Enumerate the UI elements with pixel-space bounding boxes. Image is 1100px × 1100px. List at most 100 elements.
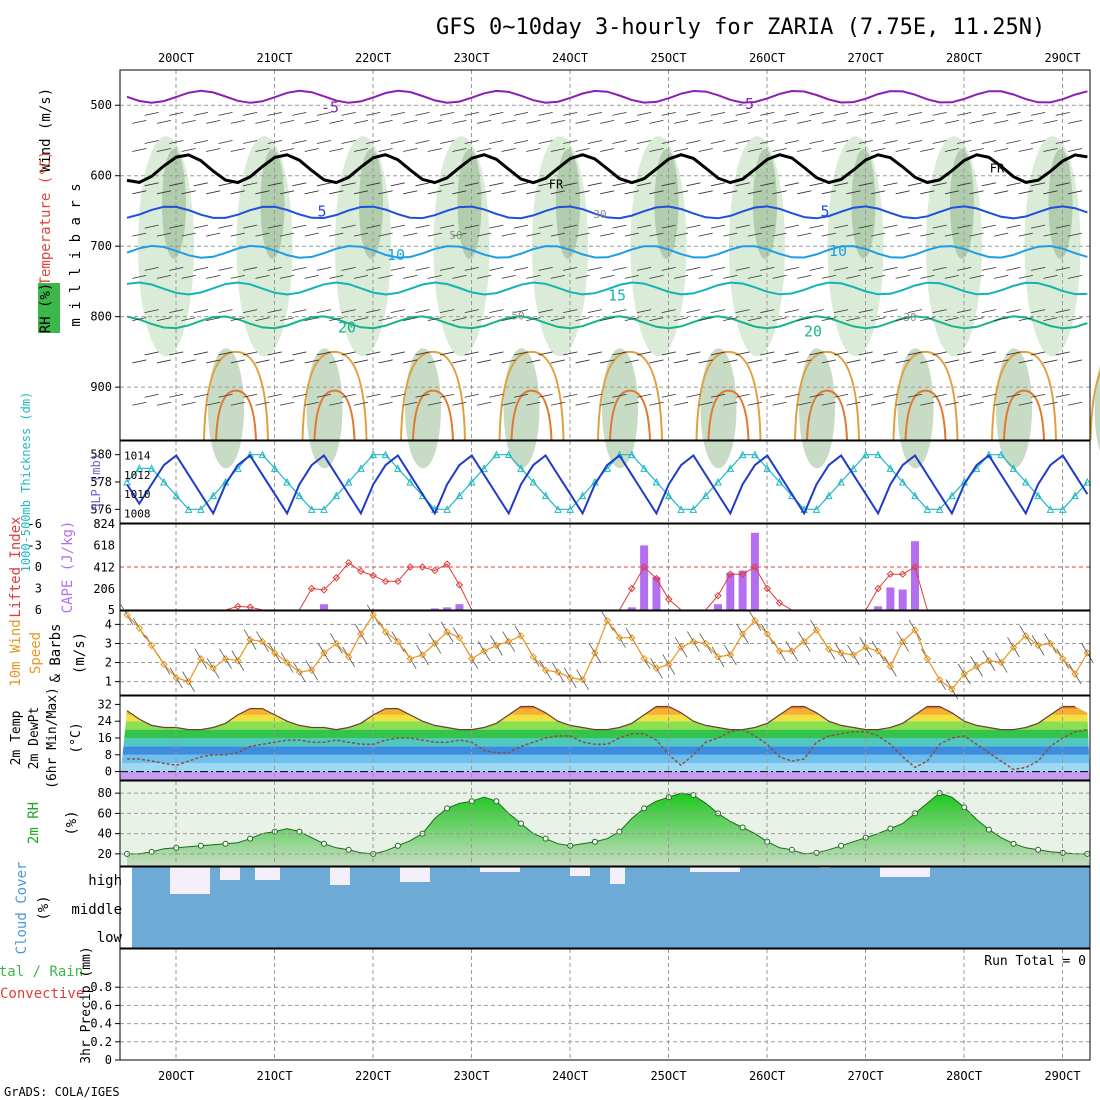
wind-barb xyxy=(637,351,652,356)
time-label-bottom-21OCT: 21OCT xyxy=(256,1069,292,1083)
wind-barb xyxy=(206,148,221,152)
wind-speed-marker xyxy=(701,639,710,648)
wind-barb xyxy=(637,182,652,187)
wind-barb xyxy=(858,182,873,187)
wind-barb xyxy=(735,309,750,314)
rh-contour-label-50: 50 xyxy=(449,229,462,242)
cloud-clear-patch xyxy=(220,867,240,880)
slp-line xyxy=(126,454,1089,516)
temperature-band xyxy=(120,729,1090,738)
wind-barb xyxy=(821,232,836,237)
wind-barb xyxy=(279,148,295,152)
wind-barb xyxy=(969,317,984,322)
wind-barb xyxy=(624,232,639,237)
wind-barb xyxy=(661,309,676,314)
cape-bar xyxy=(898,589,907,610)
wind-barb xyxy=(870,274,886,279)
wind-barb xyxy=(981,309,996,314)
rh-shade xyxy=(602,348,638,469)
wind-barb xyxy=(870,148,886,152)
rh-marker xyxy=(690,792,697,799)
wind-barb xyxy=(1055,111,1070,116)
wind-barb xyxy=(686,309,701,314)
wind-barb xyxy=(193,351,208,356)
wind-barb xyxy=(243,140,258,144)
wind-barb xyxy=(476,190,492,195)
cape-bar xyxy=(455,604,464,610)
wind-barb xyxy=(1055,140,1070,144)
wind-speed-marker xyxy=(332,639,341,648)
thickness-marker xyxy=(837,477,845,486)
temperature-contour-25 xyxy=(400,350,466,441)
wind-barb xyxy=(932,140,947,144)
wind-barb xyxy=(415,266,430,271)
wind-barb xyxy=(132,274,147,279)
wind-barb xyxy=(747,190,763,195)
wind-barb xyxy=(944,359,960,364)
time-axis-top: 20OCT 21OCT 22OCT 23OCT 24OCT 25OCT 26OCT 27OCT… xyxy=(158,51,1081,65)
time-label-top-25OCT: 25OCT xyxy=(650,51,686,65)
wind-barb xyxy=(489,111,504,116)
rh-shade xyxy=(799,348,835,469)
wind-barb xyxy=(809,182,824,187)
cloud-clear-patch xyxy=(400,867,430,882)
wind-barb xyxy=(563,266,578,271)
wind-barb xyxy=(981,393,996,398)
wind-barb xyxy=(550,401,566,406)
wind-barb xyxy=(378,119,393,124)
wind-barb xyxy=(686,224,701,229)
wind-barb xyxy=(907,182,923,187)
wind-barb xyxy=(772,274,787,279)
cape-bar xyxy=(911,541,919,610)
wind-barb xyxy=(1031,140,1046,144)
wind-barb xyxy=(329,317,344,322)
wind-barb xyxy=(243,351,258,356)
wind-barb xyxy=(723,317,738,322)
wind-barb xyxy=(513,182,529,187)
wind-speed-marker xyxy=(1046,639,1055,648)
slp-tick-1012: 1012 xyxy=(124,469,151,482)
wind-barb xyxy=(415,182,430,187)
wind-barb xyxy=(920,119,935,124)
wind-barb xyxy=(834,393,849,398)
upper-tick-500: 500 xyxy=(90,98,112,112)
wind-barb xyxy=(316,351,332,356)
wind-barb xyxy=(304,401,319,406)
wind-barb xyxy=(156,401,172,406)
wind-barb xyxy=(575,190,590,195)
wind-barb xyxy=(809,224,824,229)
wind-barb xyxy=(501,232,516,237)
wind-barb xyxy=(760,140,775,144)
wind-barb xyxy=(440,309,455,314)
wind-barb xyxy=(1031,266,1046,271)
thickness-tick-578: 578 xyxy=(90,475,112,489)
freezing-level-label: FR xyxy=(990,162,1005,176)
wind-barb xyxy=(353,317,369,322)
wind-barb xyxy=(895,148,910,152)
wind-barb xyxy=(907,266,923,271)
wind-barb xyxy=(206,359,221,364)
wind-barb xyxy=(193,309,208,314)
wind-barb xyxy=(1018,190,1033,195)
rh-marker xyxy=(197,842,204,849)
wind-barb xyxy=(415,393,430,398)
wind-barb xyxy=(218,182,233,187)
wind-barb xyxy=(526,359,541,364)
wind-barb xyxy=(427,401,442,406)
wind-barb xyxy=(452,401,467,406)
wind-barb xyxy=(895,232,910,237)
wind-barb xyxy=(600,317,615,322)
thickness-marker xyxy=(714,477,722,486)
wind-barb xyxy=(895,317,910,322)
wind-barb xyxy=(575,317,590,322)
wind-barb xyxy=(649,317,664,322)
thickness-line xyxy=(126,454,1088,510)
lifted-index-marker xyxy=(726,570,735,578)
rh-shade-dark xyxy=(359,148,383,259)
wind-barb xyxy=(1043,119,1058,124)
wind-barb xyxy=(600,274,615,279)
wind-barb xyxy=(834,266,849,271)
wind-barb xyxy=(390,182,405,187)
wind-barb xyxy=(858,266,873,271)
wind-barb xyxy=(403,232,418,237)
